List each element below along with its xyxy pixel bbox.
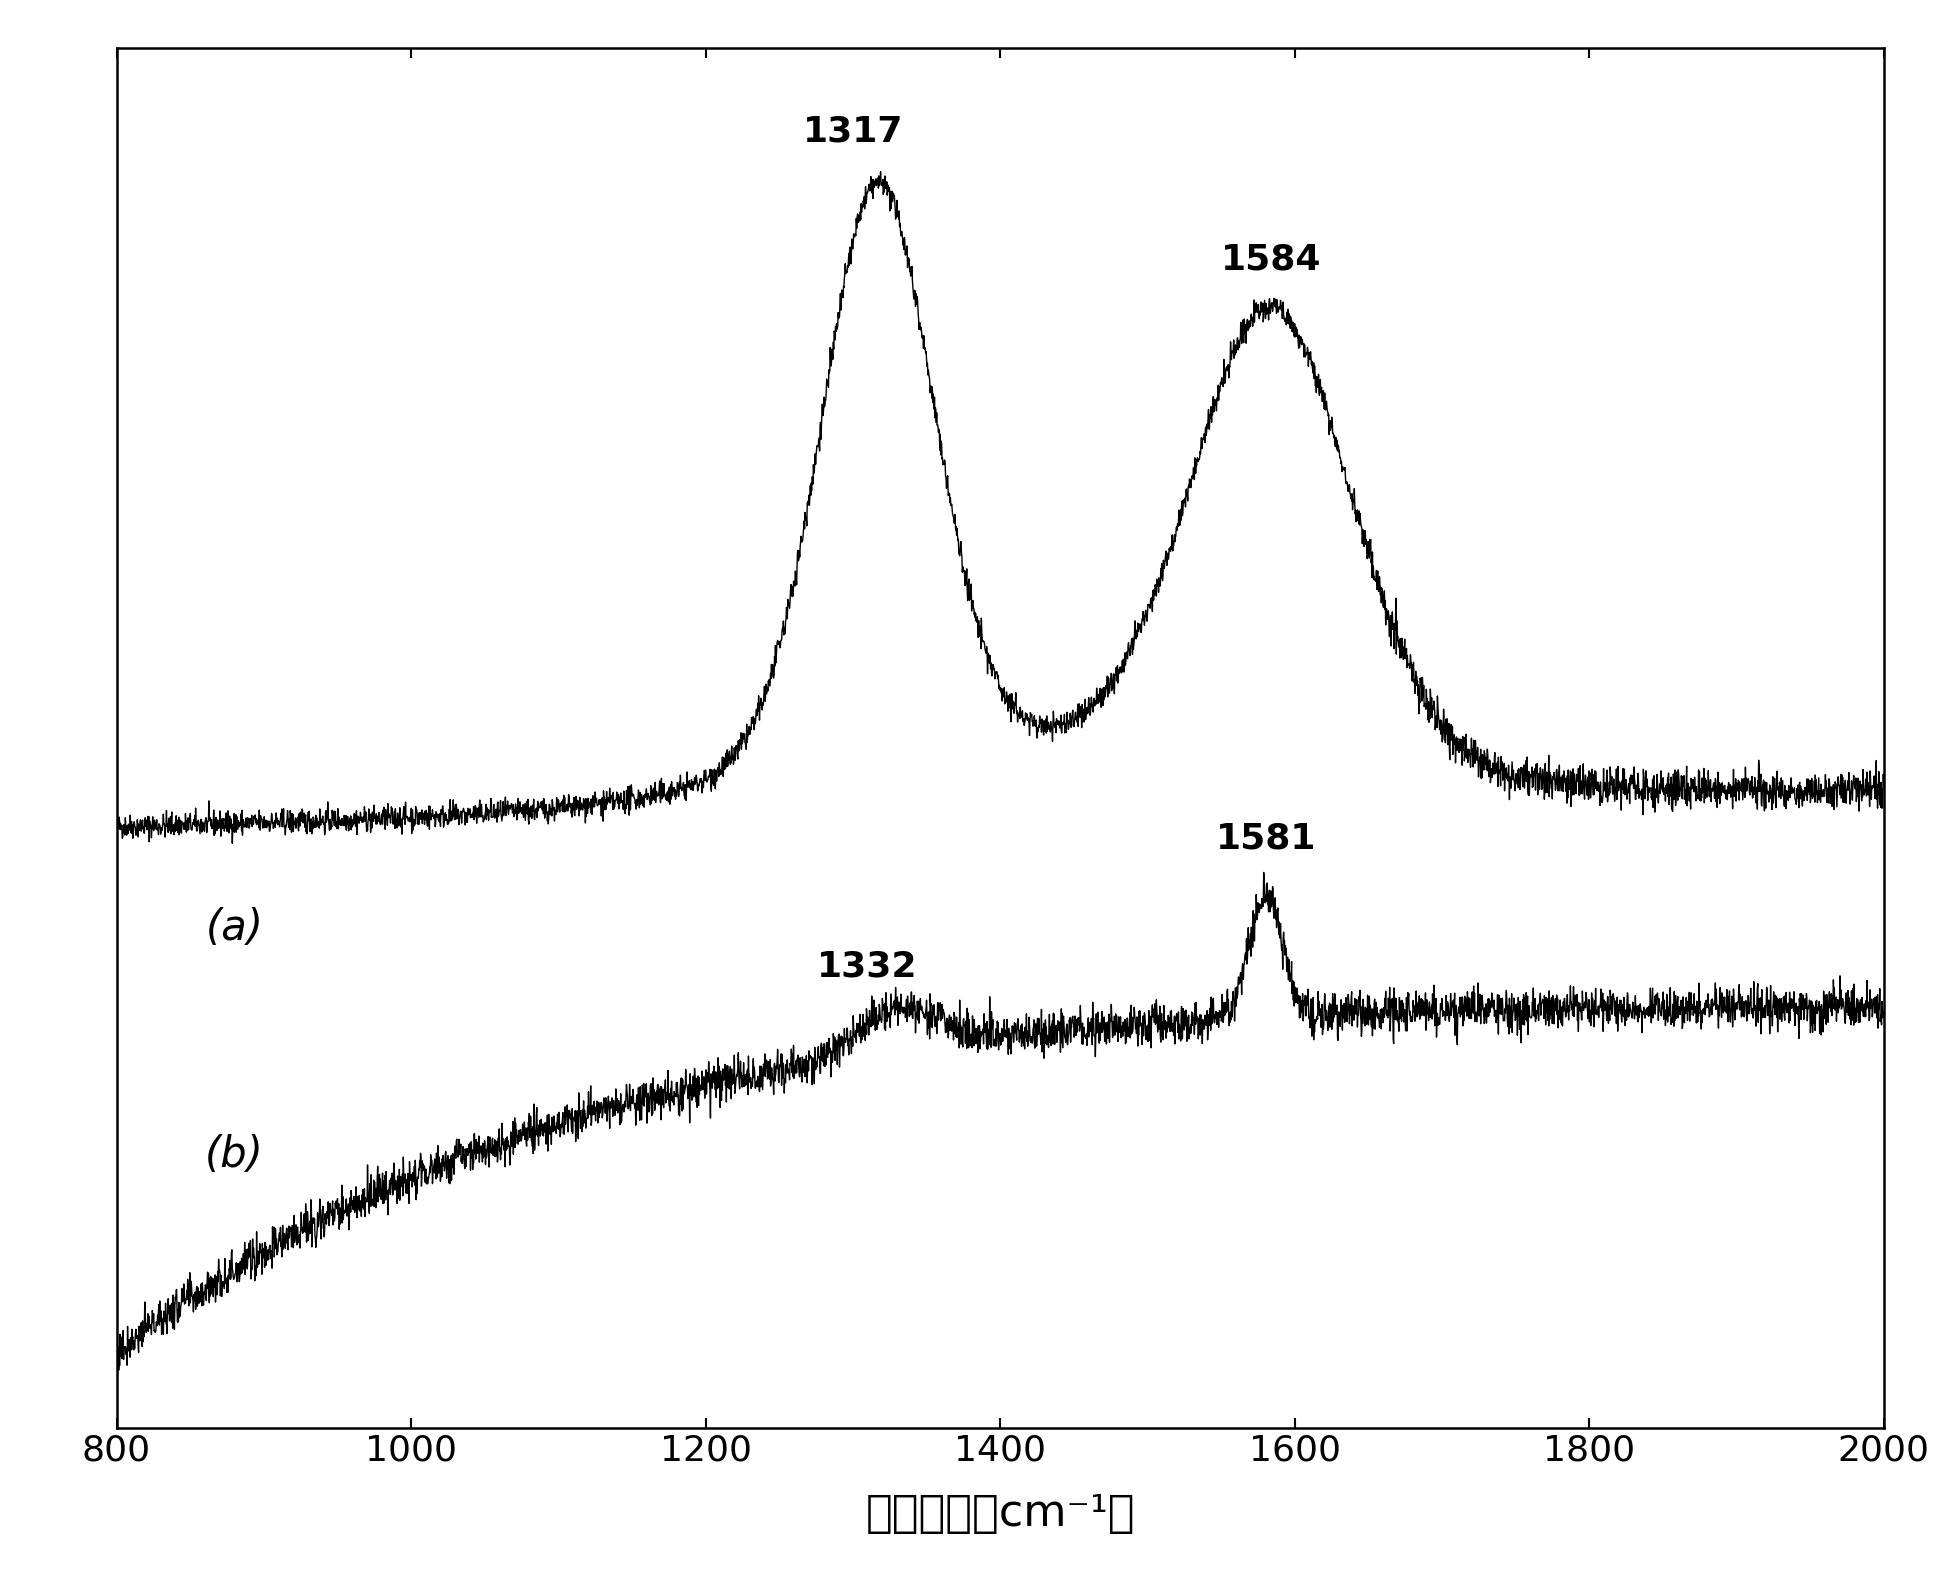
Text: 1317: 1317 — [802, 114, 903, 149]
X-axis label: 拉曼位移（cm⁻¹）: 拉曼位移（cm⁻¹） — [866, 1492, 1134, 1535]
Text: 1581: 1581 — [1216, 822, 1317, 855]
Text: (a): (a) — [206, 906, 264, 949]
Text: 1584: 1584 — [1222, 243, 1321, 276]
Text: 1332: 1332 — [818, 949, 919, 984]
Text: (b): (b) — [206, 1135, 264, 1176]
